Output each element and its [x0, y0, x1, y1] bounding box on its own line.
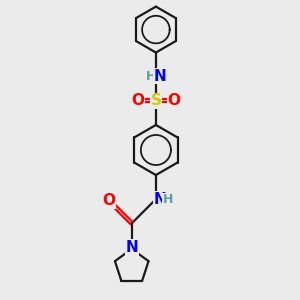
Text: N: N — [125, 240, 138, 255]
Text: O: O — [131, 93, 144, 108]
Text: H: H — [146, 70, 156, 83]
Text: S: S — [150, 93, 161, 108]
Text: O: O — [103, 193, 116, 208]
Text: N: N — [154, 192, 167, 207]
Text: N: N — [154, 69, 167, 84]
Text: H: H — [163, 193, 173, 206]
Text: O: O — [168, 93, 181, 108]
